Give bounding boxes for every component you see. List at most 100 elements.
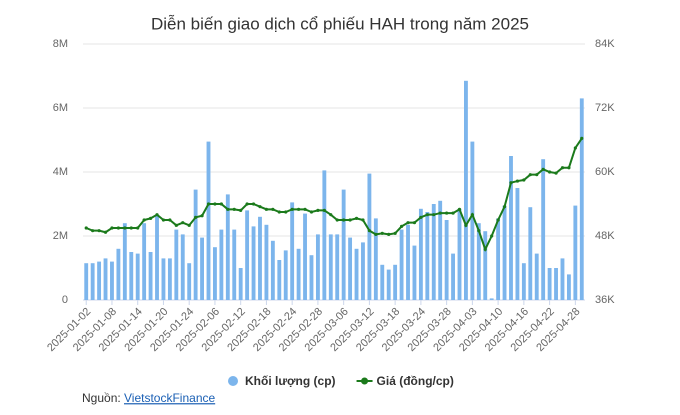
bar <box>515 188 520 300</box>
y-tick-label: 6M <box>53 102 68 114</box>
y2-tick-label: 60K <box>595 166 615 178</box>
price-point <box>142 218 146 222</box>
bar <box>380 264 385 300</box>
bar <box>399 229 404 300</box>
bar <box>283 250 288 300</box>
price-point <box>297 207 301 211</box>
bar <box>270 240 275 300</box>
y2-tick-label: 36K <box>595 294 615 306</box>
bar <box>367 173 372 300</box>
price-point <box>567 166 571 170</box>
bar <box>348 237 353 300</box>
bar <box>579 98 584 301</box>
bar <box>496 218 501 300</box>
bar <box>103 258 108 300</box>
bar <box>258 216 262 300</box>
price-point <box>123 226 127 230</box>
price-point <box>393 231 397 235</box>
bar <box>296 248 301 300</box>
legend-label: Khối lượng (cp) <box>245 374 336 388</box>
price-point <box>271 207 275 211</box>
bar <box>122 223 127 300</box>
price-point <box>181 221 185 225</box>
price-point <box>200 214 204 218</box>
bar <box>560 258 565 300</box>
bar <box>547 268 552 300</box>
price-point <box>406 221 410 225</box>
price-point <box>110 226 114 230</box>
price-point <box>309 210 314 214</box>
price-point <box>541 167 545 171</box>
bar <box>361 242 365 300</box>
bar <box>406 224 410 300</box>
price-point <box>206 202 211 206</box>
y2-tick-label: 72K <box>595 102 615 114</box>
bar <box>303 213 307 300</box>
bar <box>90 263 95 300</box>
bar <box>180 234 185 300</box>
price-point <box>342 218 346 222</box>
legend-item[interactable]: Khối lượng (cp) <box>228 374 336 388</box>
bar <box>213 247 217 300</box>
bar <box>335 234 340 300</box>
bar <box>245 210 250 300</box>
price-point <box>515 179 520 183</box>
bar <box>116 248 121 300</box>
price-point <box>251 202 256 206</box>
chart-title: Diễn biến giao dịch cổ phiếu HAH trong n… <box>151 14 529 33</box>
price-point <box>168 218 172 222</box>
bar <box>232 229 237 300</box>
bar <box>142 223 147 300</box>
bar <box>167 258 172 300</box>
bar <box>451 253 455 300</box>
legend-item[interactable]: Giá (đồng/cp) <box>356 374 454 388</box>
y-tick-label: 2M <box>53 230 68 242</box>
bar <box>541 159 546 300</box>
bar <box>425 212 430 300</box>
bar <box>457 208 462 300</box>
bar <box>566 274 571 300</box>
bar <box>386 269 391 300</box>
price-point <box>477 229 481 233</box>
price-point <box>470 213 474 217</box>
bar <box>193 189 198 300</box>
bar <box>97 261 102 300</box>
price-point <box>348 218 352 222</box>
price-point <box>232 207 236 211</box>
source-link[interactable]: VietstockFinance <box>124 391 215 405</box>
bar <box>200 237 204 300</box>
bar <box>534 253 539 300</box>
bar <box>489 298 494 300</box>
bar <box>328 234 333 300</box>
price-point <box>219 202 223 206</box>
legend: Khối lượng (cp) Giá (đồng/cp) <box>228 374 454 388</box>
bar <box>155 215 159 300</box>
bar <box>502 205 507 300</box>
price-point <box>490 234 494 238</box>
bar <box>110 261 114 300</box>
price-point <box>316 208 320 212</box>
price-point <box>554 171 558 175</box>
price-point <box>277 210 281 214</box>
price-point <box>560 166 565 170</box>
y-tick-label: 4M <box>53 166 68 178</box>
bar <box>528 207 533 300</box>
bar <box>290 202 295 300</box>
price-point <box>290 207 294 211</box>
price-point <box>335 218 339 222</box>
price-point <box>399 224 404 228</box>
bar <box>309 255 314 300</box>
bar <box>418 208 423 300</box>
bar <box>373 218 378 300</box>
bar <box>354 248 359 300</box>
price-point <box>103 230 108 234</box>
source-label: Nguồn: <box>82 391 121 405</box>
price-point <box>502 205 507 209</box>
legend-symbol <box>228 376 238 386</box>
bar <box>464 80 468 300</box>
price-point <box>161 218 166 222</box>
bar <box>206 141 211 300</box>
price-point <box>148 216 153 220</box>
price-point <box>194 215 198 219</box>
price-point <box>580 136 584 140</box>
